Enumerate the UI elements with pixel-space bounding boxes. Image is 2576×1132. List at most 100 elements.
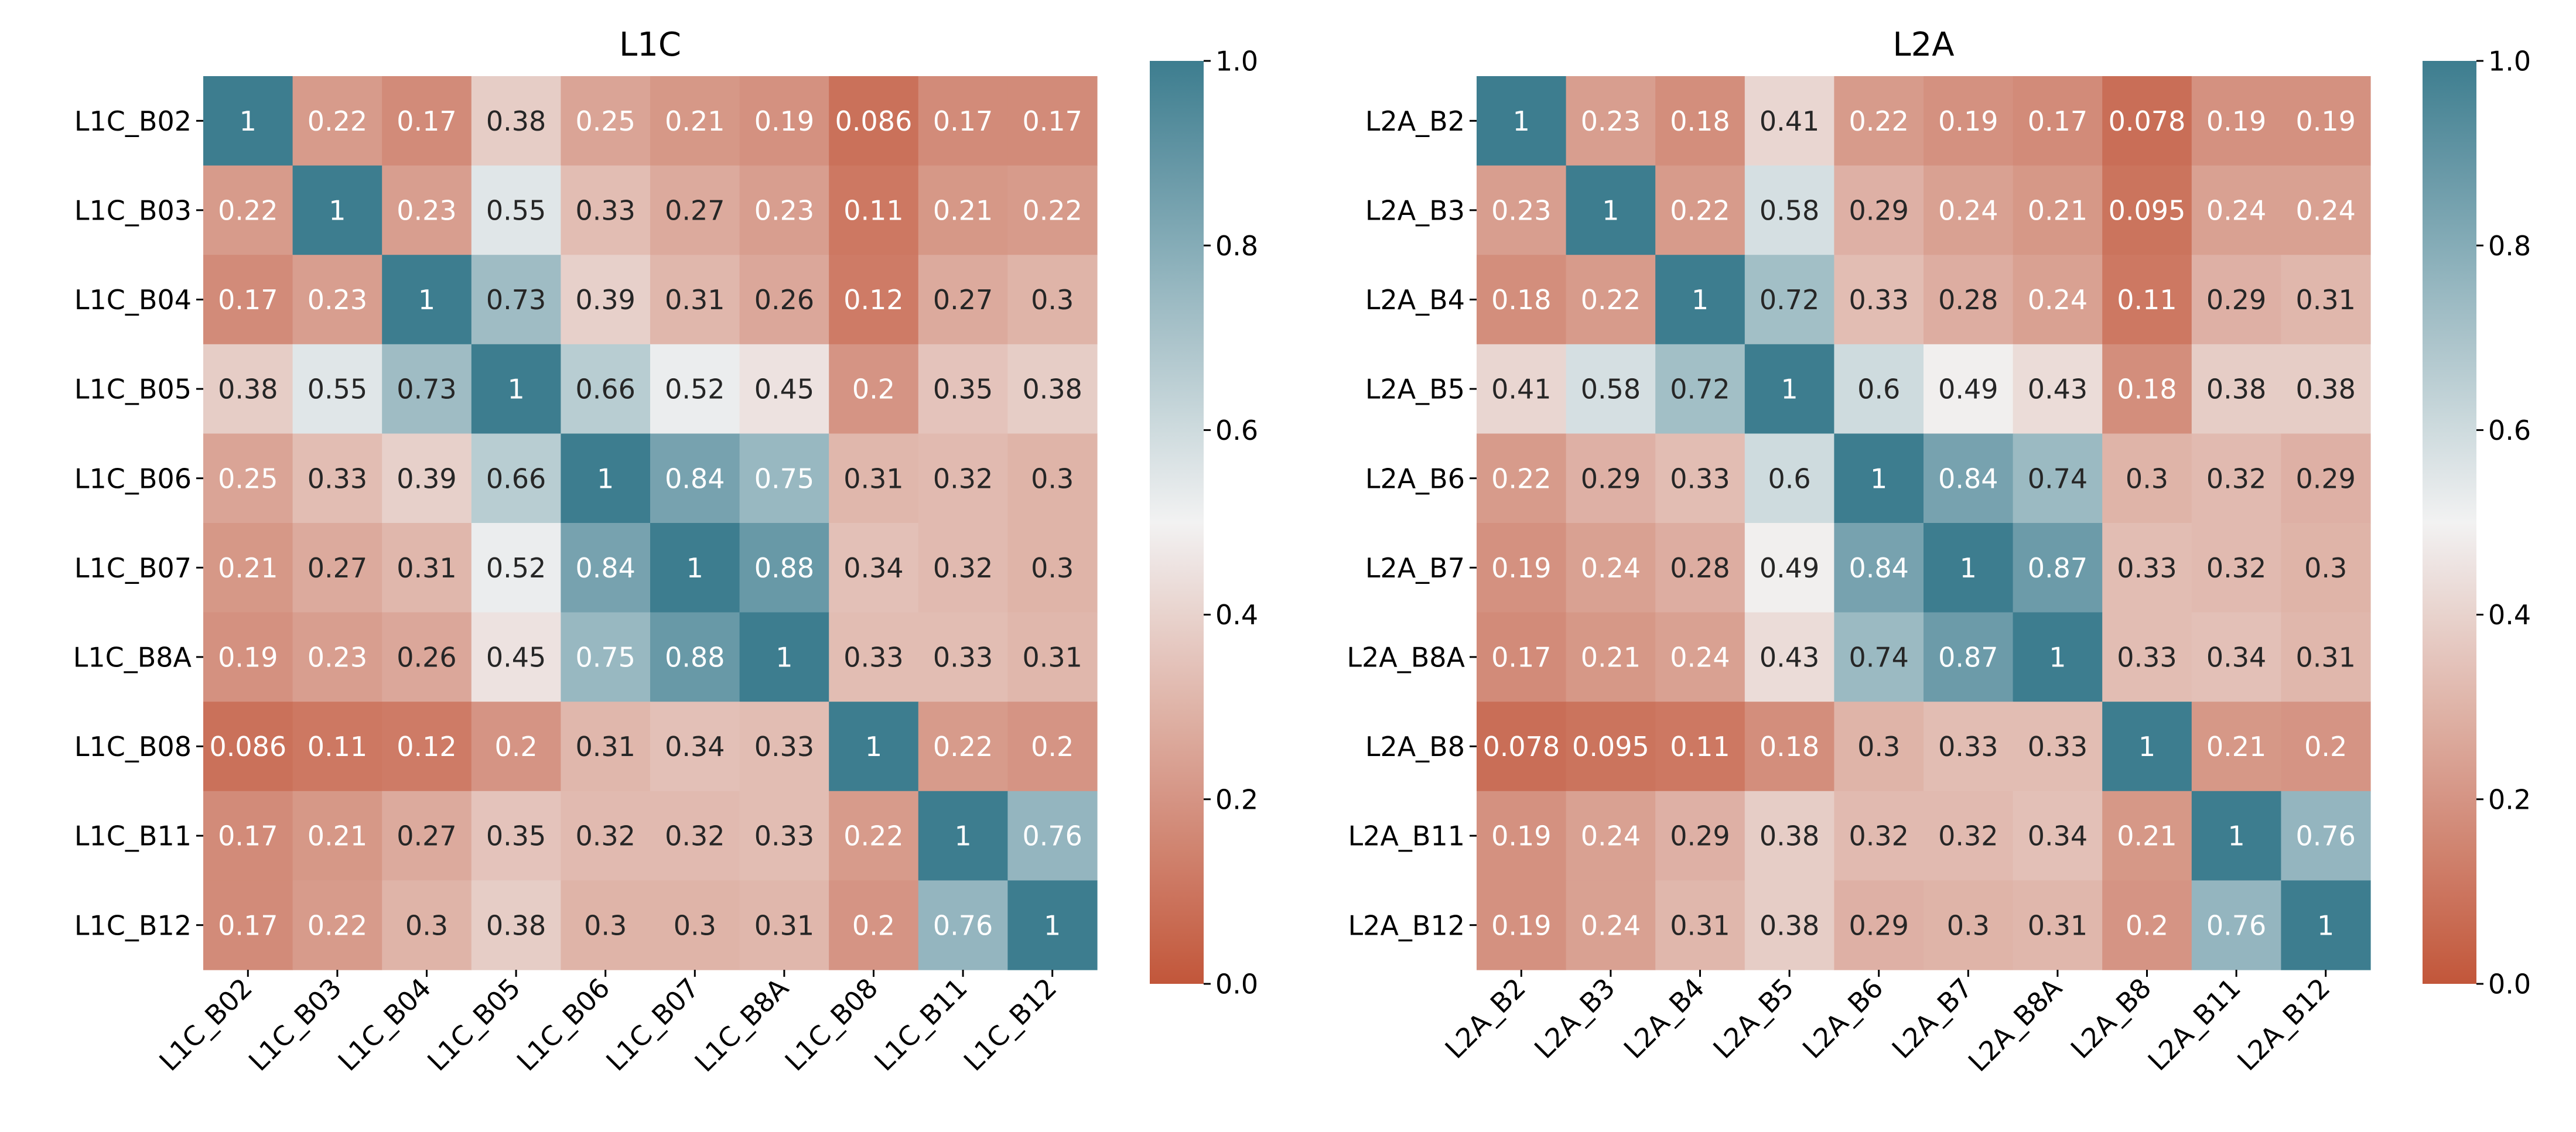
heatmap-cell xyxy=(471,76,561,166)
heatmap-cell xyxy=(2191,433,2281,524)
cell-value-label: 0.21 xyxy=(2117,820,2177,852)
heatmap-cell xyxy=(1007,76,1098,166)
cell-value-label: 0.21 xyxy=(308,820,367,852)
cell-value-label: 0.72 xyxy=(1760,284,1819,316)
cell-value-label: 0.086 xyxy=(209,731,286,762)
cell-value-label: 0.31 xyxy=(397,552,456,584)
cell-value-label: 0.34 xyxy=(2028,820,2088,852)
cell-value-label: 0.74 xyxy=(2028,463,2088,494)
heatmap-cell xyxy=(650,344,740,434)
cell-value-label: 0.45 xyxy=(754,374,814,405)
heatmap-cell xyxy=(382,523,472,613)
cell-value-label: 0.22 xyxy=(843,820,903,852)
cell-value-label: 0.33 xyxy=(1670,463,1730,494)
cell-value-label: 1 xyxy=(775,641,792,673)
heatmap-cell xyxy=(292,76,382,166)
heatmap-cell xyxy=(203,165,293,255)
cell-value-label: 0.33 xyxy=(308,463,367,494)
heatmap-cell xyxy=(2281,612,2371,702)
x-tick-label: L1C_B8A xyxy=(688,972,795,1078)
heatmap-cell xyxy=(1007,880,1098,970)
heatmap-cell xyxy=(650,523,740,613)
heatmap-cell xyxy=(203,612,293,702)
cell-value-label: 0.32 xyxy=(933,552,993,584)
cell-value-label: 0.41 xyxy=(1491,374,1551,405)
x-tick-label: L1C_B07 xyxy=(600,972,705,1078)
cell-value-label: 1 xyxy=(1044,909,1061,941)
y-tick-label: L1C_B12 xyxy=(74,909,192,941)
cell-value-label: 0.27 xyxy=(665,194,725,226)
cell-value-label: 0.2 xyxy=(2304,731,2347,762)
heatmap-cell xyxy=(1566,344,1656,434)
cell-value-label: 0.34 xyxy=(665,731,725,762)
heatmap-cell xyxy=(650,880,740,970)
colorbar-tick-label: 0.2 xyxy=(1215,784,1258,815)
heatmap-cell xyxy=(2102,433,2192,524)
heatmap-cell xyxy=(1744,523,1834,613)
heatmap-cell xyxy=(1477,702,1567,792)
heatmap-cell xyxy=(1007,433,1098,524)
heatmap-cell xyxy=(382,255,472,345)
cell-value-label: 1 xyxy=(686,552,703,584)
cell-value-label: 0.24 xyxy=(1581,909,1641,941)
cell-value-label: 0.34 xyxy=(843,552,903,584)
cell-value-label: 0.095 xyxy=(2109,194,2186,226)
cell-value-label: 0.17 xyxy=(1022,105,1082,137)
heatmap-cell xyxy=(829,255,919,345)
cell-value-label: 0.31 xyxy=(1670,909,1730,941)
cell-value-label: 0.43 xyxy=(1760,641,1819,673)
cell-value-label: 0.21 xyxy=(2206,731,2266,762)
cell-value-label: 1 xyxy=(597,463,614,494)
cell-value-label: 0.33 xyxy=(754,731,814,762)
chart-title: L1C xyxy=(619,26,681,64)
cell-value-label: 0.28 xyxy=(1670,552,1730,584)
cell-value-label: 1 xyxy=(418,284,435,316)
cell-value-label: 0.18 xyxy=(1760,731,1819,762)
cell-value-label: 0.25 xyxy=(218,463,278,494)
heatmap-cell xyxy=(1744,255,1834,345)
cell-value-label: 0.19 xyxy=(2295,105,2355,137)
heatmap-cell xyxy=(2191,255,2281,345)
cell-value-label: 0.32 xyxy=(1938,820,1998,852)
heatmap-cell xyxy=(292,433,382,524)
y-tick-label: L2A_B4 xyxy=(1365,284,1465,316)
y-tick-label: L1C_B8A xyxy=(73,641,192,673)
heatmap-cell xyxy=(382,702,472,792)
heatmap-cell xyxy=(1477,880,1567,970)
cell-value-label: 0.73 xyxy=(397,374,456,405)
cell-value-label: 0.76 xyxy=(1022,820,1082,852)
colorbar-tick-label: 0.4 xyxy=(1215,599,1258,631)
cell-value-label: 1 xyxy=(329,194,346,226)
cell-value-label: 0.17 xyxy=(397,105,456,137)
cell-value-label: 0.32 xyxy=(665,820,725,852)
cell-value-label: 0.17 xyxy=(933,105,993,137)
cell-value-label: 0.19 xyxy=(1938,105,1998,137)
heatmap-cell xyxy=(1834,523,1924,613)
cell-value-label: 0.3 xyxy=(584,909,627,941)
cell-value-label: 0.43 xyxy=(2028,374,2088,405)
cell-value-label: 0.39 xyxy=(575,284,635,316)
x-tick-label: L1C_B12 xyxy=(958,972,1063,1078)
heatmap-cell xyxy=(739,523,829,613)
heatmap-cell xyxy=(561,76,651,166)
cell-value-label: 0.84 xyxy=(665,463,725,494)
heatmap-cell xyxy=(1007,702,1098,792)
y-tick-label: L2A_B6 xyxy=(1365,463,1465,494)
heatmap-cell xyxy=(1477,165,1567,255)
cell-value-label: 0.31 xyxy=(575,731,635,762)
cell-value-label: 0.22 xyxy=(308,105,367,137)
heatmap-cell xyxy=(1566,433,1656,524)
cell-value-label: 0.38 xyxy=(218,374,278,405)
heatmap-cell xyxy=(2191,76,2281,166)
cell-value-label: 0.17 xyxy=(218,284,278,316)
heatmap-cell xyxy=(1655,255,1745,345)
heatmap-cell xyxy=(561,523,651,613)
heatmap-cell xyxy=(292,880,382,970)
heatmap-cell xyxy=(203,433,293,524)
cell-value-label: 0.18 xyxy=(1491,284,1551,316)
cell-value-label: 0.17 xyxy=(2028,105,2088,137)
cell-value-label: 0.29 xyxy=(1670,820,1730,852)
cell-value-label: 0.19 xyxy=(1491,909,1551,941)
heatmap-cell xyxy=(650,255,740,345)
